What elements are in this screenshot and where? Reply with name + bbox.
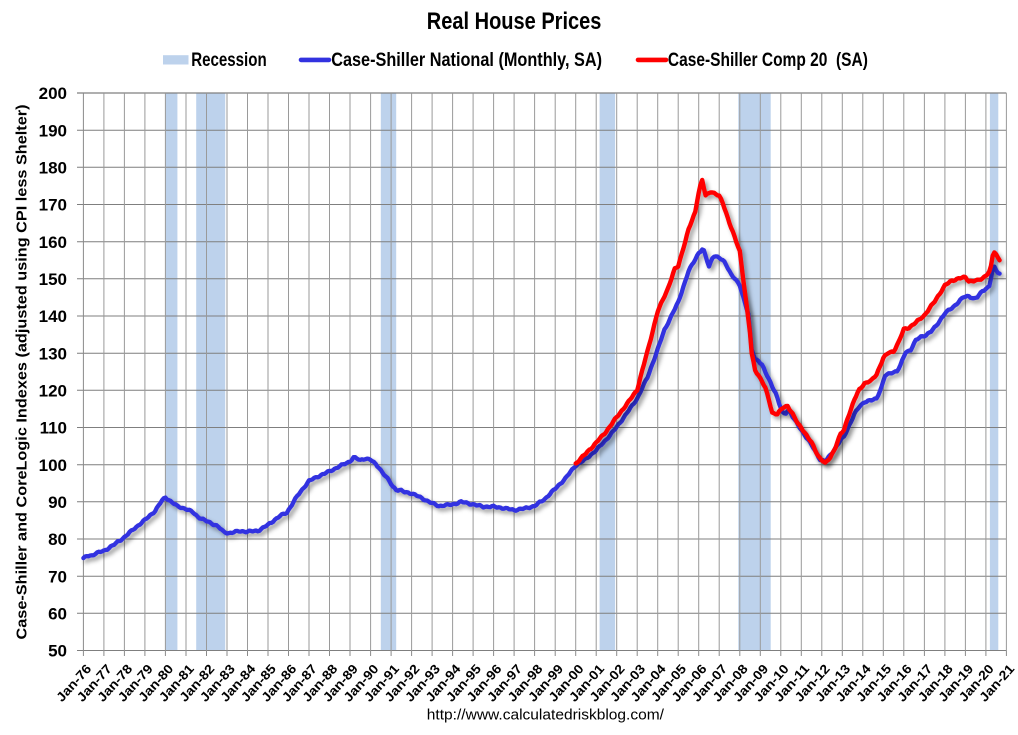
svg-text:80: 80 [48,530,67,549]
svg-text:100: 100 [39,456,67,475]
svg-text:130: 130 [39,344,67,363]
svg-text:90: 90 [48,493,67,512]
svg-text:110: 110 [40,419,67,438]
svg-text:180: 180 [39,159,67,178]
svg-text:Case-Shiller National (Monthly: Case-Shiller National (Monthly, SA) [331,49,602,71]
svg-text:60: 60 [48,605,67,624]
svg-text:Recession: Recession [191,49,267,71]
svg-text:190: 190 [39,121,67,140]
svg-text:70: 70 [48,567,67,586]
svg-text:Real House Prices: Real House Prices [427,8,602,35]
svg-text:160: 160 [39,233,67,252]
svg-text:200: 200 [39,84,67,103]
svg-text:50: 50 [48,642,67,661]
svg-text:120: 120 [39,382,67,401]
svg-text:Case-Shiller and CoreLogic Ind: Case-Shiller and CoreLogic Indexes (adju… [15,104,31,639]
svg-text:150: 150 [39,270,67,289]
svg-text:140: 140 [39,307,67,326]
svg-text:Case-Shiller Comp 20 (SA): Case-Shiller Comp 20 (SA) [668,49,868,71]
svg-text:http://www.calculatedriskblog.: http://www.calculatedriskblog.com/ [427,707,665,724]
svg-text:170: 170 [39,196,67,215]
